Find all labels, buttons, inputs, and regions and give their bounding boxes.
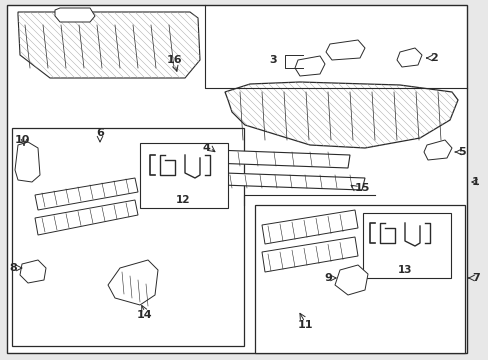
Text: 2: 2 bbox=[429, 53, 437, 63]
Polygon shape bbox=[20, 260, 46, 283]
Text: 9: 9 bbox=[324, 273, 331, 283]
Polygon shape bbox=[423, 140, 451, 160]
Polygon shape bbox=[55, 8, 95, 22]
Text: 12: 12 bbox=[175, 195, 190, 205]
Text: 3: 3 bbox=[269, 55, 276, 65]
Polygon shape bbox=[334, 265, 367, 295]
Bar bbox=[140, 143, 227, 208]
Text: 7: 7 bbox=[471, 273, 479, 283]
Text: 11: 11 bbox=[297, 320, 312, 330]
Polygon shape bbox=[212, 150, 349, 168]
Text: 10: 10 bbox=[15, 135, 30, 145]
Polygon shape bbox=[224, 82, 457, 148]
Polygon shape bbox=[325, 40, 364, 60]
Bar bbox=[12, 128, 244, 346]
Text: 1: 1 bbox=[471, 177, 479, 187]
Bar bbox=[254, 205, 464, 353]
Text: 16: 16 bbox=[167, 55, 183, 65]
Polygon shape bbox=[262, 210, 357, 244]
Text: 4: 4 bbox=[202, 143, 209, 153]
Text: 14: 14 bbox=[137, 310, 153, 320]
Polygon shape bbox=[396, 48, 421, 67]
Bar bbox=[362, 213, 450, 278]
Polygon shape bbox=[294, 56, 325, 76]
Polygon shape bbox=[35, 178, 138, 210]
Polygon shape bbox=[222, 173, 364, 190]
Text: 15: 15 bbox=[354, 183, 369, 193]
Polygon shape bbox=[15, 142, 40, 182]
Text: 13: 13 bbox=[397, 265, 411, 275]
Polygon shape bbox=[108, 260, 158, 305]
Text: 5: 5 bbox=[457, 147, 465, 157]
Polygon shape bbox=[262, 237, 357, 272]
Polygon shape bbox=[35, 200, 138, 235]
Polygon shape bbox=[18, 12, 200, 78]
Text: 6: 6 bbox=[96, 128, 104, 138]
Text: 8: 8 bbox=[9, 263, 17, 273]
